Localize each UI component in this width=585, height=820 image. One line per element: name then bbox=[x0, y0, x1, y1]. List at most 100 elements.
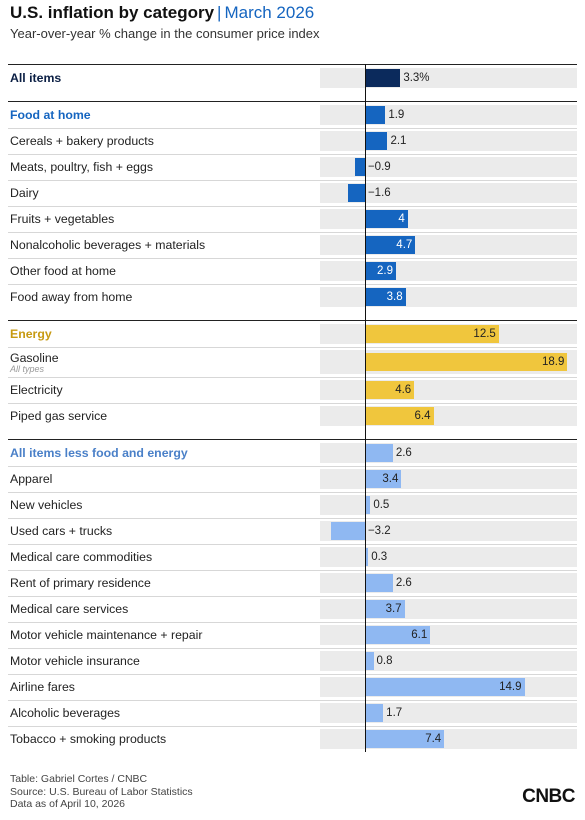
row-label: Tobacco + smoking products bbox=[10, 732, 167, 746]
bar-track bbox=[320, 547, 577, 567]
bar-track bbox=[320, 599, 577, 619]
bar-track bbox=[320, 443, 577, 463]
value-label: −1.6 bbox=[367, 187, 391, 199]
value-label: 2.9 bbox=[377, 265, 394, 277]
bar-track bbox=[320, 573, 577, 593]
bar bbox=[364, 210, 408, 228]
value-label: 2.6 bbox=[395, 577, 412, 589]
bar-track bbox=[320, 235, 577, 255]
value-label: 0.8 bbox=[376, 655, 393, 667]
row-label: Electricity bbox=[10, 383, 63, 397]
bar-track bbox=[320, 651, 577, 671]
row-label: Piped gas service bbox=[10, 409, 108, 423]
bar bbox=[364, 262, 397, 280]
bar-track bbox=[320, 625, 577, 645]
value-label: 0.3 bbox=[371, 551, 388, 563]
bar bbox=[364, 407, 434, 425]
row-divider bbox=[8, 206, 577, 207]
row-label: Other food at home bbox=[10, 264, 116, 278]
row-label: Rent of primary residence bbox=[10, 576, 151, 590]
row-divider bbox=[8, 726, 577, 727]
value-label: 2.6 bbox=[395, 447, 412, 459]
row-label: Alcoholic beverages bbox=[10, 706, 121, 720]
bar bbox=[364, 496, 371, 514]
bar bbox=[364, 730, 445, 748]
row-label: Airline fares bbox=[10, 680, 75, 694]
row-label: Medical care commodities bbox=[10, 550, 153, 564]
bar bbox=[364, 288, 406, 306]
row-label: Cereals + bakery products bbox=[10, 134, 154, 148]
row-divider bbox=[8, 180, 577, 181]
row-label: All items bbox=[10, 71, 62, 85]
bar-track bbox=[320, 287, 577, 307]
row-divider bbox=[8, 596, 577, 597]
bar bbox=[364, 704, 384, 722]
row-divider bbox=[8, 492, 577, 493]
bar bbox=[364, 470, 402, 488]
row-label: Motor vehicle maintenance + repair bbox=[10, 628, 203, 642]
cnbc-logo: CNBC bbox=[522, 786, 575, 807]
value-label: −3.2 bbox=[367, 525, 391, 537]
row-divider bbox=[8, 403, 577, 404]
title-text: U.S. inflation by category bbox=[10, 3, 215, 22]
row-divider bbox=[8, 674, 577, 675]
group-divider bbox=[8, 64, 577, 65]
bar-track bbox=[320, 729, 577, 749]
bar bbox=[364, 69, 401, 87]
bar bbox=[364, 678, 525, 696]
row-divider bbox=[8, 232, 577, 233]
bar bbox=[364, 353, 568, 371]
value-label: 4.6 bbox=[395, 384, 412, 396]
bar-track bbox=[320, 703, 577, 723]
bar bbox=[364, 132, 388, 150]
row-label: Food away from home bbox=[10, 290, 133, 304]
row-label: New vehicles bbox=[10, 498, 83, 512]
value-label: 2.1 bbox=[390, 135, 407, 147]
bar bbox=[355, 158, 365, 176]
row-label: Medical care services bbox=[10, 602, 129, 616]
bar-track bbox=[320, 469, 577, 489]
value-label: 18.9 bbox=[541, 356, 565, 368]
value-label: 1.9 bbox=[388, 109, 405, 121]
row-divider bbox=[8, 544, 577, 545]
bar-track bbox=[320, 209, 577, 229]
bar bbox=[330, 522, 365, 540]
value-label: 14.9 bbox=[499, 681, 522, 693]
bar bbox=[364, 444, 393, 462]
group-divider bbox=[8, 320, 577, 321]
bar-track bbox=[320, 406, 577, 426]
bar-track bbox=[320, 105, 577, 125]
value-label: 6.4 bbox=[414, 410, 431, 422]
row-label: Gasoline bbox=[10, 351, 59, 365]
bar-track bbox=[320, 157, 577, 177]
footer-source: Source: U.S. Bureau of Labor Statistics bbox=[10, 785, 193, 798]
row-divider bbox=[8, 128, 577, 129]
row-label: Motor vehicle insurance bbox=[10, 654, 140, 668]
bar bbox=[364, 600, 405, 618]
row-label: Meats, poultry, fish + eggs bbox=[10, 160, 153, 174]
value-label: 12.5 bbox=[473, 328, 496, 340]
bar-track bbox=[320, 261, 577, 281]
zero-axis-line bbox=[364, 64, 366, 752]
row-divider bbox=[8, 622, 577, 623]
row-label: All items less food and energy bbox=[10, 446, 188, 460]
bar bbox=[364, 381, 415, 399]
row-label: Energy bbox=[10, 327, 52, 341]
bar-track bbox=[320, 495, 577, 515]
row-divider bbox=[8, 347, 577, 348]
chart-subtitle: Year-over-year % change in the consumer … bbox=[10, 26, 320, 41]
row-label: Dairy bbox=[10, 186, 39, 200]
bar bbox=[364, 106, 386, 124]
value-label: 4.7 bbox=[396, 239, 413, 251]
bar bbox=[364, 548, 369, 566]
value-label: 1.7 bbox=[386, 707, 403, 719]
bar bbox=[364, 236, 416, 254]
value-label: 3.3% bbox=[403, 72, 430, 84]
row-divider bbox=[8, 154, 577, 155]
title-separator: | bbox=[217, 3, 222, 22]
value-label: 3.7 bbox=[385, 603, 402, 615]
chart-footer: Table: Gabriel Cortes / CNBC Source: U.S… bbox=[10, 773, 193, 811]
group-divider bbox=[8, 439, 577, 440]
row-label: Apparel bbox=[10, 472, 53, 486]
